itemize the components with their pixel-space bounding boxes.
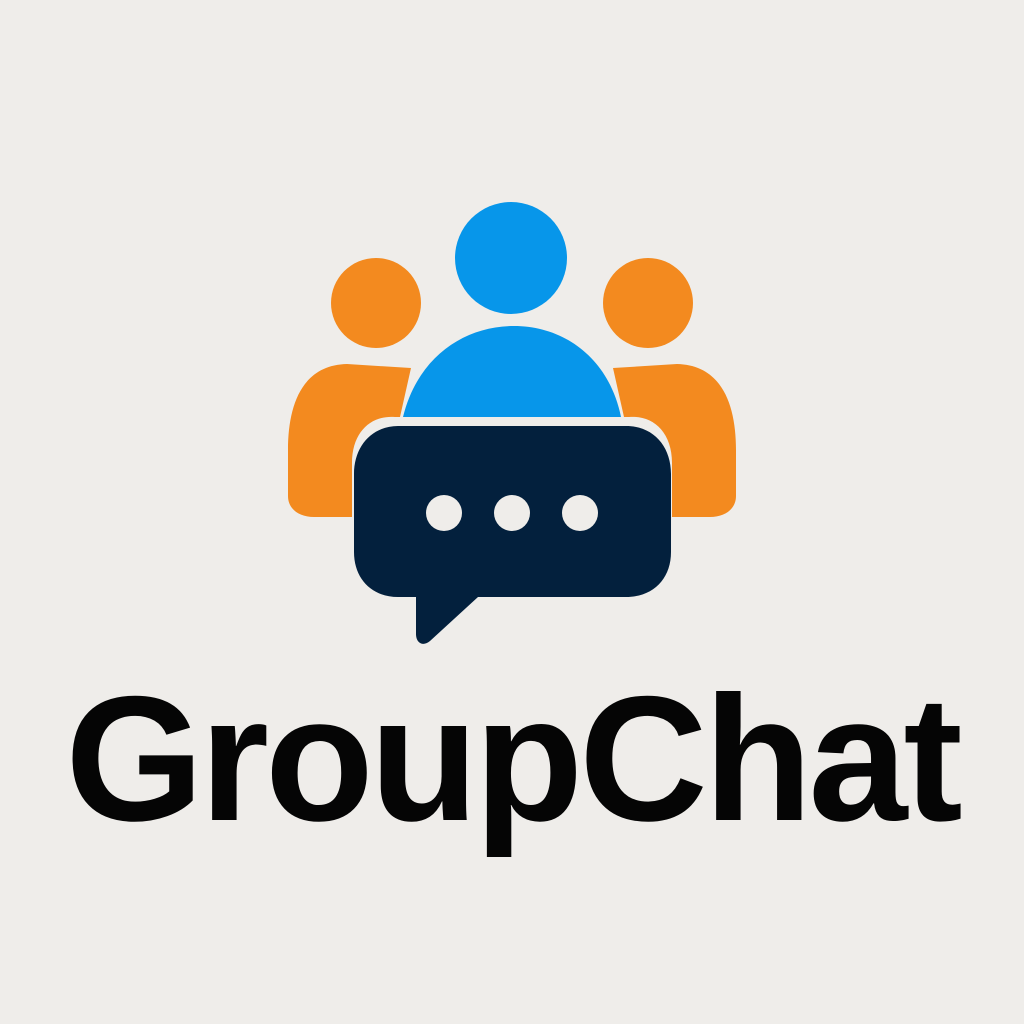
center-person-head bbox=[455, 202, 567, 314]
right-person-icon bbox=[603, 258, 736, 517]
right-person-head bbox=[603, 258, 693, 348]
left-person-head bbox=[331, 258, 421, 348]
brand-wordmark: GroupChat bbox=[65, 659, 962, 858]
speech-bubble-body bbox=[354, 426, 671, 644]
typing-dot-right bbox=[562, 495, 598, 531]
right-person-body bbox=[613, 364, 736, 517]
typing-dot-middle bbox=[494, 495, 530, 531]
speech-bubble-icon bbox=[354, 426, 671, 644]
typing-dot-left bbox=[426, 495, 462, 531]
left-person-icon bbox=[288, 258, 421, 517]
center-person-icon bbox=[403, 202, 621, 417]
center-person-body bbox=[403, 326, 621, 417]
left-person-body bbox=[288, 364, 411, 517]
